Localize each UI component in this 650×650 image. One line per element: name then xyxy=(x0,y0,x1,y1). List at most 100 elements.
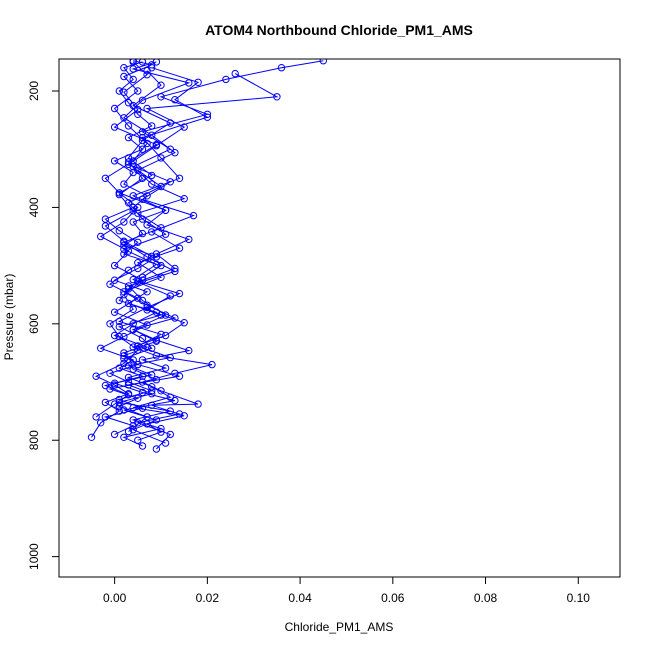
data-point xyxy=(92,413,100,421)
data-point xyxy=(138,174,147,183)
data-point xyxy=(134,436,142,444)
data-point xyxy=(157,428,165,436)
data-point xyxy=(115,87,124,95)
data-point xyxy=(110,379,119,387)
data-point xyxy=(175,244,184,252)
data-point xyxy=(152,59,161,66)
data-point xyxy=(171,369,179,377)
data-point xyxy=(157,330,165,338)
data-point xyxy=(101,222,110,230)
data-point xyxy=(110,331,119,340)
data-point xyxy=(129,218,137,226)
data-point xyxy=(129,403,137,412)
data-point xyxy=(143,301,151,309)
data-point xyxy=(157,387,165,395)
data-point xyxy=(129,168,137,177)
data-point xyxy=(194,400,202,408)
data-point xyxy=(143,192,151,200)
data-point xyxy=(120,218,128,226)
x-axis-label: Chloride_PM1_AMS xyxy=(285,620,394,634)
data-point xyxy=(134,87,142,95)
data-point xyxy=(152,416,161,424)
data-point xyxy=(129,343,137,351)
data-point xyxy=(171,96,179,104)
data-point xyxy=(166,407,175,415)
data-point xyxy=(138,145,147,153)
data-point xyxy=(115,398,124,407)
data-point xyxy=(148,228,156,236)
data-point xyxy=(129,192,137,200)
data-point xyxy=(115,407,124,415)
data-point xyxy=(124,373,133,382)
y-tick-label: 200 xyxy=(27,81,41,101)
data-point xyxy=(120,332,128,341)
data-point xyxy=(143,413,151,421)
data-point xyxy=(180,412,188,420)
data-point xyxy=(180,195,188,203)
data-point xyxy=(222,75,230,84)
data-point xyxy=(143,288,151,296)
data-point xyxy=(157,182,165,191)
data-point xyxy=(161,230,170,238)
data-point xyxy=(138,356,147,364)
data-point xyxy=(171,264,179,273)
y-tick-label: 600 xyxy=(27,313,41,333)
data-point xyxy=(124,391,133,399)
data-point xyxy=(120,355,128,363)
data-point xyxy=(134,419,142,427)
data-point xyxy=(134,342,142,350)
plot-frame xyxy=(58,58,621,578)
y-axis-label: Pressure (mbar) xyxy=(2,274,16,361)
data-point xyxy=(152,336,161,344)
data-point xyxy=(203,113,212,121)
data-point xyxy=(120,433,128,441)
data-point xyxy=(273,93,281,101)
data-point xyxy=(134,238,142,247)
x-tick-label: 0.08 xyxy=(474,591,498,605)
data-point xyxy=(208,360,216,369)
data-point xyxy=(110,261,119,270)
data-point xyxy=(97,344,105,352)
data-point xyxy=(161,331,170,340)
data-point xyxy=(129,325,137,334)
data-point xyxy=(129,426,137,434)
data-point xyxy=(120,288,128,296)
data-point xyxy=(143,104,151,113)
data-point xyxy=(166,145,175,153)
data-point xyxy=(134,264,142,273)
series-line xyxy=(112,61,191,444)
data-point xyxy=(157,273,165,281)
data-point xyxy=(148,344,156,352)
data-point xyxy=(143,420,151,428)
series-layer xyxy=(87,59,327,453)
data-point xyxy=(138,388,147,397)
data-point xyxy=(110,276,119,284)
data-point xyxy=(157,81,165,89)
data-point xyxy=(231,69,239,78)
data-point xyxy=(115,227,124,235)
x-tick-label: 0.06 xyxy=(381,591,405,605)
data-point xyxy=(138,96,147,105)
data-point xyxy=(138,195,147,204)
data-point xyxy=(124,122,133,130)
data-point xyxy=(171,149,179,157)
y-tick-label: 400 xyxy=(27,197,41,217)
series-line xyxy=(122,73,279,441)
data-point xyxy=(106,320,114,328)
data-point xyxy=(194,78,202,87)
data-point xyxy=(143,71,151,79)
data-point xyxy=(134,394,142,402)
data-point xyxy=(110,308,119,316)
data-point xyxy=(87,433,96,441)
data-point xyxy=(129,75,137,84)
data-point xyxy=(110,104,119,113)
data-point xyxy=(152,445,161,453)
y-tick-label: 800 xyxy=(27,430,41,450)
data-point xyxy=(110,400,119,408)
data-point xyxy=(277,64,286,72)
data-point xyxy=(152,142,161,150)
x-tick-label: 0.04 xyxy=(288,591,312,605)
data-point xyxy=(115,323,124,331)
data-point xyxy=(129,275,137,284)
